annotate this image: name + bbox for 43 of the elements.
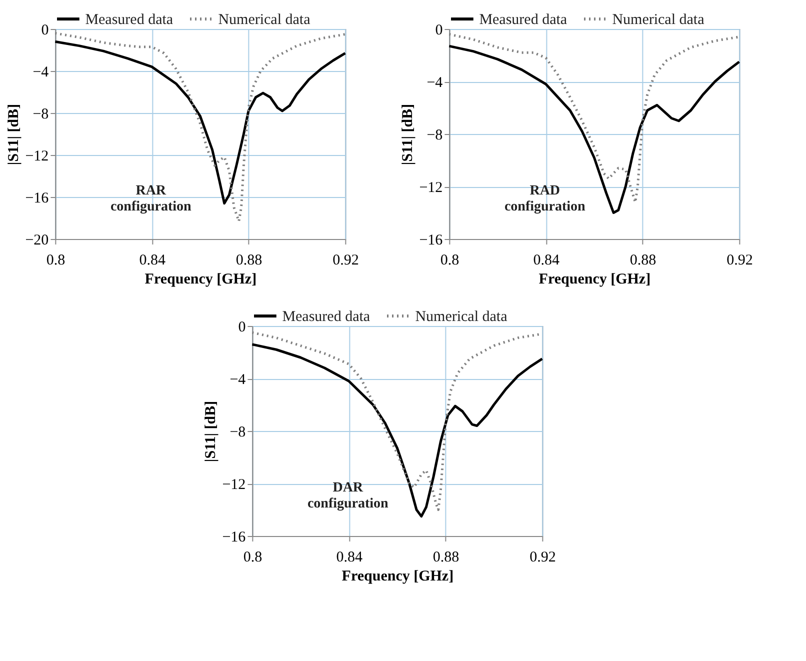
y-tick-label: −4: [426, 75, 444, 91]
annotation: RAD configuration: [504, 184, 586, 215]
legend-label: Numerical data: [612, 12, 705, 28]
y-axis-title: |S11| [dB]: [400, 104, 416, 166]
legend-label: Measured data: [479, 12, 568, 28]
y-tick-label: −12: [25, 148, 49, 164]
y-tick-label: −4: [230, 372, 246, 388]
y-tick-label: 0: [238, 320, 246, 336]
x-axis-title: Frequency [GHz]: [538, 272, 651, 288]
legend-label: Measured data: [85, 12, 174, 28]
y-tick-label: −8: [426, 128, 443, 144]
y-tick-label: −16: [25, 190, 50, 206]
y-tick-label: −12: [222, 477, 246, 493]
x-axis-title: Frequency [GHz]: [342, 568, 454, 584]
x-axis-title: Frequency [GHz]: [144, 272, 257, 288]
x-tick-label: 0.8: [243, 550, 262, 566]
y-tick-label: −8: [32, 106, 49, 122]
y-tick-label: 0: [435, 22, 443, 38]
x-tick-label: 0.88: [236, 252, 262, 268]
x-tick-label: 0.8: [440, 252, 460, 268]
x-tick-label: 0.92: [726, 252, 753, 268]
y-axis-title: |S11| [dB]: [6, 104, 22, 166]
y-tick-label: −12: [419, 180, 443, 196]
x-tick-label: 0.88: [630, 252, 656, 268]
legend-label: Measured data: [282, 309, 370, 325]
x-tick-label: 0.84: [139, 252, 166, 268]
annotation: RAR configuration: [110, 184, 192, 215]
annotation: DAR configuration: [307, 480, 389, 512]
y-tick-label: −16: [419, 232, 444, 248]
y-tick-label: 0: [41, 22, 49, 38]
x-tick-label: 0.84: [533, 252, 560, 268]
y-axis-title: |S11| [dB]: [203, 400, 220, 462]
y-tick-label: −8: [230, 424, 246, 440]
x-tick-label: 0.92: [530, 550, 556, 566]
y-tick-label: −4: [32, 64, 50, 80]
x-tick-label: 0.8: [46, 252, 66, 268]
legend-label: Numerical data: [415, 309, 508, 325]
y-tick-label: −16: [222, 530, 246, 546]
y-tick-label: −20: [25, 232, 49, 248]
x-tick-label: 0.88: [432, 550, 460, 566]
x-tick-label: 0.84: [336, 550, 363, 566]
x-tick-label: 0.92: [332, 252, 359, 268]
legend-label: Numerical data: [218, 12, 311, 28]
